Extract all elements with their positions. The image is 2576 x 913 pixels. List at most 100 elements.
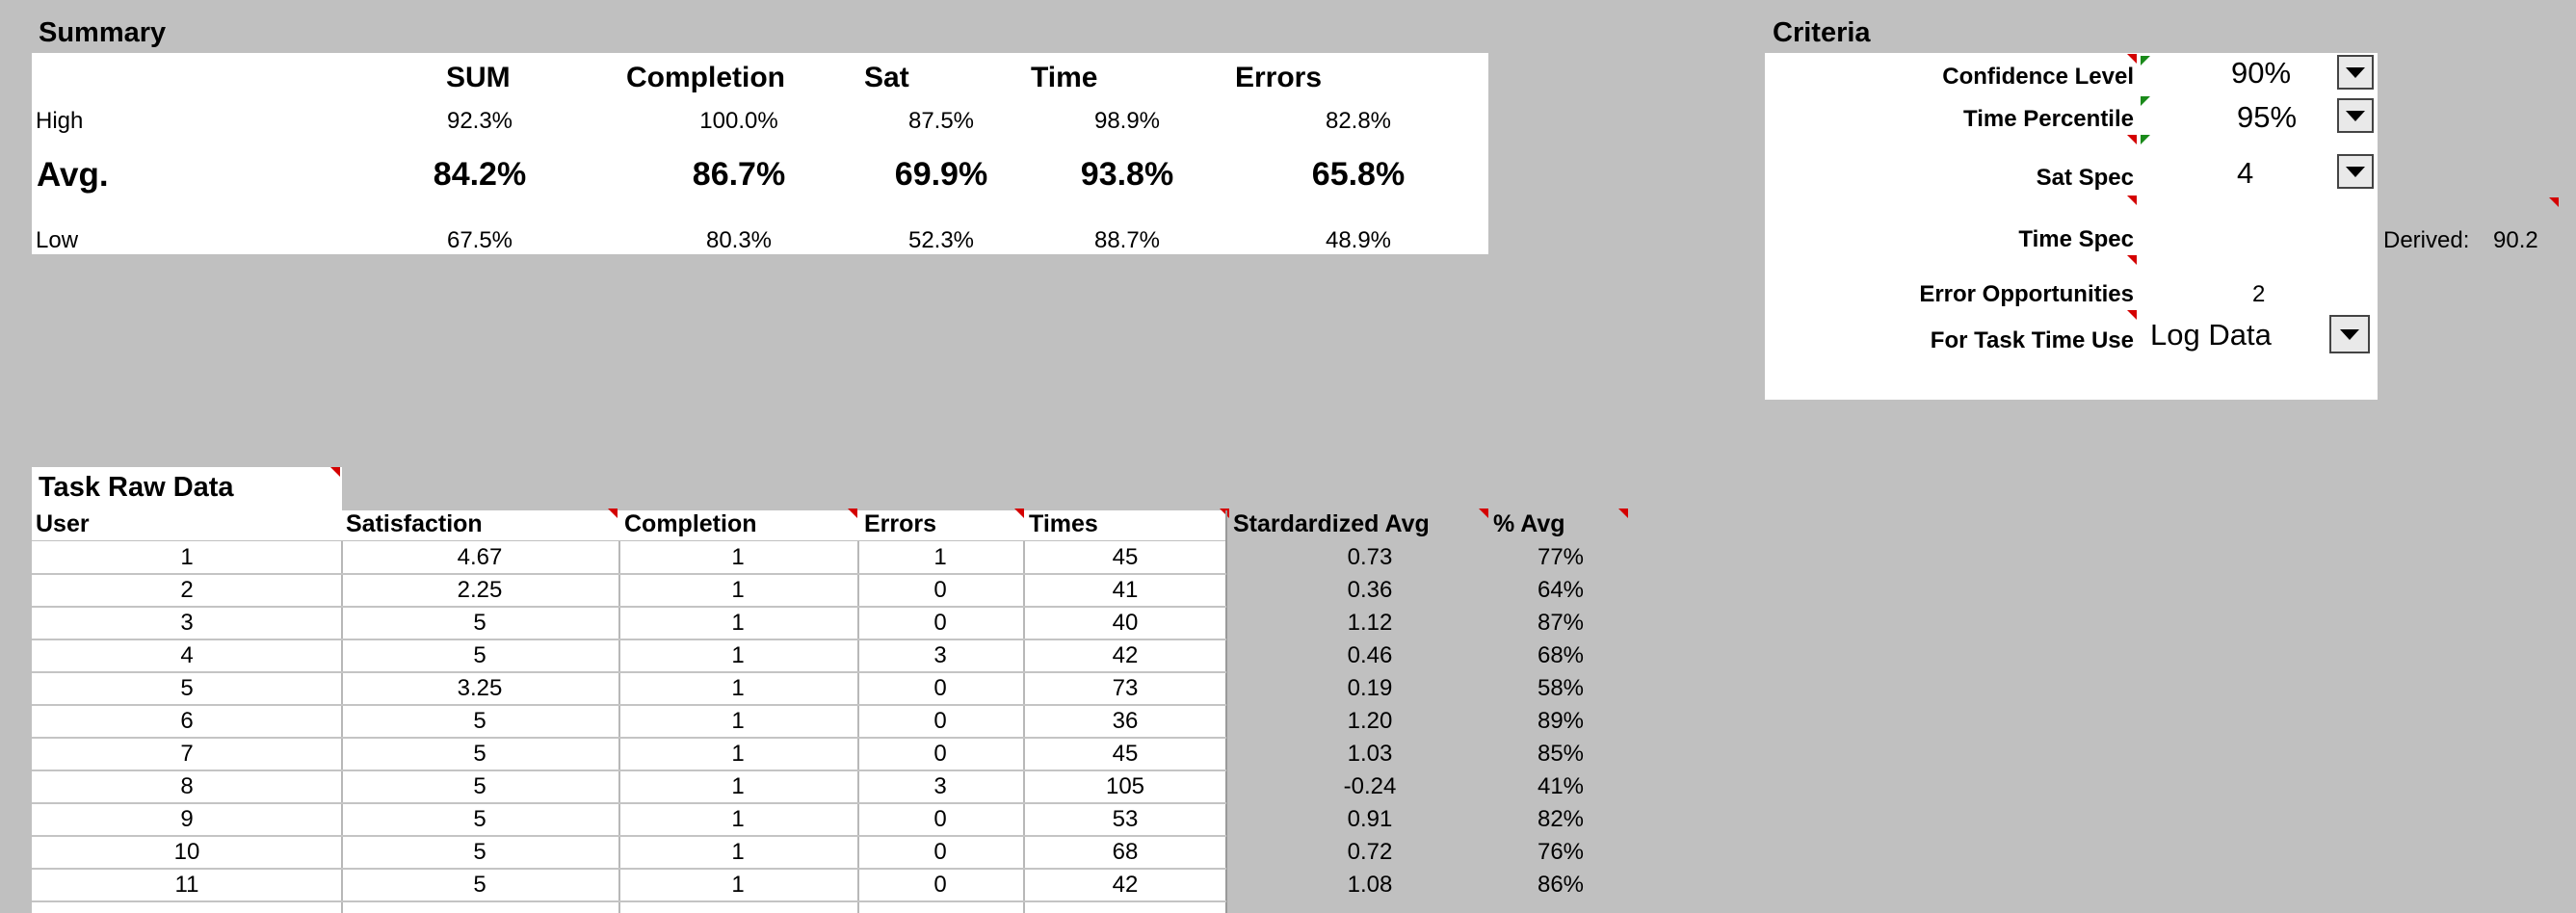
cell-user[interactable]: 1 xyxy=(180,544,194,570)
cell-standardized-avg[interactable]: 1.08 xyxy=(1347,872,1393,898)
summary-cell[interactable]: 86.7% xyxy=(692,156,786,193)
cell-times[interactable]: 40 xyxy=(1112,610,1139,636)
cell-satisfaction[interactable]: 5 xyxy=(473,642,486,668)
cell-satisfaction[interactable]: 5 xyxy=(473,872,486,898)
cell-standardized-avg[interactable]: 0.91 xyxy=(1347,806,1393,832)
cell-errors[interactable]: 0 xyxy=(933,872,947,898)
cell-user[interactable]: 8 xyxy=(180,773,194,799)
summary-cell[interactable]: 84.2% xyxy=(433,156,527,193)
cell-percent-avg[interactable]: 58% xyxy=(1537,675,1585,701)
cell-user[interactable]: 2 xyxy=(180,577,194,603)
cell-errors[interactable]: 0 xyxy=(933,806,947,832)
cell-percent-avg[interactable]: 86% xyxy=(1537,872,1585,898)
cell-percent-avg[interactable]: 64% xyxy=(1537,577,1585,603)
cell-percent-avg[interactable]: 85% xyxy=(1537,741,1585,767)
cell-errors[interactable]: 0 xyxy=(933,577,947,603)
summary-cell[interactable]: 80.3% xyxy=(705,227,773,253)
cell-user[interactable]: 4 xyxy=(180,642,194,668)
cell-satisfaction[interactable]: 4.67 xyxy=(457,544,503,570)
cell-percent-avg[interactable]: 87% xyxy=(1537,610,1585,636)
column-header-completion[interactable]: Completion xyxy=(624,510,757,537)
cell-user[interactable]: 6 xyxy=(180,708,194,734)
cell-percent-avg[interactable]: 89% xyxy=(1537,708,1585,734)
cell-percent-avg[interactable]: 68% xyxy=(1537,642,1585,668)
cell-percent-avg[interactable]: 76% xyxy=(1537,839,1585,865)
summary-cell[interactable]: 65.8% xyxy=(1311,156,1406,193)
cell-times[interactable]: 73 xyxy=(1112,675,1139,701)
column-header-errors[interactable]: Errors xyxy=(864,510,937,537)
summary-cell[interactable]: 100.0% xyxy=(699,108,778,134)
summary-cell[interactable]: 67.5% xyxy=(446,227,513,253)
cell-satisfaction[interactable]: 5 xyxy=(473,610,486,636)
cell-standardized-avg[interactable]: 0.72 xyxy=(1347,839,1393,865)
task-time-use-value[interactable]: Log Data xyxy=(2150,318,2272,352)
column-header-satisfaction[interactable]: Satisfaction xyxy=(346,510,483,537)
confidence-level-dropdown-button[interactable] xyxy=(2337,55,2374,90)
column-header-percent-avg[interactable]: % Avg xyxy=(1493,510,1565,537)
sat-spec-value[interactable]: 4 xyxy=(2237,156,2254,190)
cell-standardized-avg[interactable]: 1.12 xyxy=(1347,610,1393,636)
cell-satisfaction[interactable]: 5 xyxy=(473,708,486,734)
cell-completion[interactable]: 1 xyxy=(731,806,745,832)
cell-satisfaction[interactable]: 5 xyxy=(473,741,486,767)
cell-errors[interactable]: 0 xyxy=(933,708,947,734)
cell-completion[interactable]: 1 xyxy=(731,577,745,603)
cell-user[interactable]: 11 xyxy=(174,872,199,898)
summary-cell[interactable]: 88.7% xyxy=(1093,227,1161,253)
column-header-user[interactable]: User xyxy=(36,510,90,537)
cell-times[interactable]: 105 xyxy=(1105,773,1145,799)
cell-errors[interactable]: 0 xyxy=(933,610,947,636)
cell-completion[interactable]: 1 xyxy=(731,872,745,898)
cell-completion[interactable]: 1 xyxy=(731,675,745,701)
cell-times[interactable]: 68 xyxy=(1112,839,1139,865)
summary-cell[interactable]: 92.3% xyxy=(446,108,513,134)
cell-user[interactable]: 9 xyxy=(180,806,194,832)
cell-errors[interactable]: 3 xyxy=(933,773,947,799)
time-percentile-value[interactable]: 95% xyxy=(2237,100,2298,134)
cell-standardized-avg[interactable]: 0.46 xyxy=(1347,642,1393,668)
cell-satisfaction[interactable]: 5 xyxy=(473,806,486,832)
cell-times[interactable]: 41 xyxy=(1112,577,1139,603)
summary-cell[interactable]: 48.9% xyxy=(1325,227,1392,253)
sat-spec-dropdown-button[interactable] xyxy=(2337,154,2374,189)
cell-satisfaction[interactable]: 3.25 xyxy=(457,675,503,701)
summary-cell[interactable]: 82.8% xyxy=(1325,108,1392,134)
cell-user[interactable]: 7 xyxy=(180,741,194,767)
cell-times[interactable]: 45 xyxy=(1112,544,1139,570)
cell-completion[interactable]: 1 xyxy=(731,642,745,668)
summary-cell[interactable]: 93.8% xyxy=(1080,156,1174,193)
cell-completion[interactable]: 1 xyxy=(731,839,745,865)
cell-standardized-avg[interactable]: 0.19 xyxy=(1347,675,1393,701)
task-time-use-dropdown-button[interactable] xyxy=(2329,315,2370,353)
cell-errors[interactable]: 3 xyxy=(933,642,947,668)
cell-completion[interactable]: 1 xyxy=(731,741,745,767)
column-header-standardized-avg[interactable]: Stardardized Avg xyxy=(1233,510,1430,537)
cell-percent-avg[interactable]: 41% xyxy=(1537,773,1585,799)
confidence-level-value[interactable]: 90% xyxy=(2231,56,2292,90)
cell-errors[interactable]: 0 xyxy=(933,741,947,767)
cell-standardized-avg[interactable]: 0.73 xyxy=(1347,544,1393,570)
cell-user[interactable]: 10 xyxy=(173,839,200,865)
summary-cell[interactable]: 98.9% xyxy=(1093,108,1161,134)
cell-times[interactable]: 42 xyxy=(1112,872,1139,898)
cell-times[interactable]: 53 xyxy=(1112,806,1139,832)
time-percentile-dropdown-button[interactable] xyxy=(2337,98,2374,133)
summary-cell[interactable]: 87.5% xyxy=(907,108,975,134)
cell-standardized-avg[interactable]: -0.24 xyxy=(1343,773,1397,799)
cell-times[interactable]: 36 xyxy=(1112,708,1139,734)
cell-errors[interactable]: 1 xyxy=(933,544,947,570)
cell-standardized-avg[interactable]: 1.20 xyxy=(1347,708,1393,734)
error-opportunities-value[interactable]: 2 xyxy=(2252,281,2266,307)
cell-percent-avg[interactable]: 82% xyxy=(1537,806,1585,832)
cell-percent-avg[interactable]: 77% xyxy=(1537,544,1585,570)
cell-errors[interactable]: 0 xyxy=(933,839,947,865)
cell-user[interactable]: 3 xyxy=(180,610,194,636)
cell-times[interactable]: 45 xyxy=(1112,741,1139,767)
cell-completion[interactable]: 1 xyxy=(731,773,745,799)
column-header-times[interactable]: Times xyxy=(1029,510,1098,537)
cell-satisfaction[interactable]: 5 xyxy=(473,839,486,865)
cell-standardized-avg[interactable]: 0.36 xyxy=(1347,577,1393,603)
cell-completion[interactable]: 1 xyxy=(731,544,745,570)
cell-completion[interactable]: 1 xyxy=(731,610,745,636)
cell-errors[interactable]: 0 xyxy=(933,675,947,701)
